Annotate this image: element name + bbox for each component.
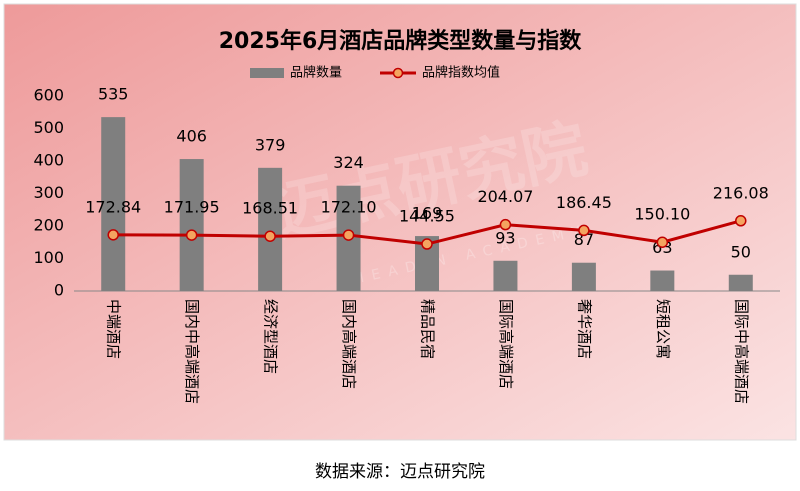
x-tick-label: 奢华酒店 (575, 299, 593, 359)
legend-label: 品牌数量 (290, 65, 342, 81)
x-tick-label: 短租公寓 (654, 299, 672, 359)
bar (258, 167, 283, 291)
y-tick-label: 200 (33, 216, 64, 235)
line-marker (342, 229, 355, 241)
y-tick-label: 300 (33, 183, 64, 202)
bar-value-label: 93 (495, 228, 515, 247)
y-tick-label: 600 (33, 86, 64, 105)
bar (650, 270, 675, 291)
x-tick-label: 经济型酒店 (262, 299, 280, 374)
bar (493, 260, 518, 291)
x-tick-label: 国内中高端酒店 (183, 299, 201, 404)
y-tick-label: 100 (33, 248, 64, 267)
line-marker (185, 229, 198, 241)
line-value-label: 150.10 (634, 205, 690, 224)
legend-label: 品牌指数均值 (422, 65, 500, 81)
line-value-label: 144.55 (399, 207, 455, 226)
line-marker (656, 236, 669, 248)
chart-title: 2025年6月酒店品牌类型数量与指数 (219, 28, 583, 54)
bar-value-label: 50 (731, 242, 751, 261)
bar (101, 117, 126, 291)
line-value-label: 216.08 (713, 183, 769, 202)
y-tick-label: 500 (33, 118, 64, 137)
bar-value-label: 324 (333, 153, 364, 172)
y-tick-label: 0 (54, 281, 64, 300)
x-tick-label: 国际中高端酒店 (732, 299, 750, 404)
legend-swatch (392, 67, 404, 79)
line-marker (499, 218, 512, 231)
line-marker (264, 230, 276, 242)
x-tick-label: 国际高端酒店 (497, 299, 515, 389)
bar (179, 159, 204, 291)
line-value-label: 204.07 (477, 187, 533, 206)
bar-value-label: 379 (255, 135, 286, 154)
source: 数据来源：迈点研究院 (315, 462, 485, 482)
bar (728, 274, 753, 291)
line-value-label: 172.84 (85, 197, 141, 216)
bar-value-label: 406 (176, 127, 207, 146)
line-value-label: 186.45 (556, 193, 612, 212)
line-marker (421, 238, 433, 250)
x-tick-label: 国内高端酒店 (340, 299, 358, 389)
line-marker (578, 224, 590, 237)
bar-value-label: 169 (412, 204, 443, 223)
bar (571, 262, 596, 291)
line-marker (107, 229, 119, 241)
line-value-label: 172.10 (321, 198, 377, 217)
x-tick-label: 精品民宿 (419, 299, 437, 359)
y-tick-label: 400 (33, 151, 64, 170)
bar-value-label: 535 (98, 85, 129, 104)
legend-swatch (250, 68, 284, 78)
x-tick-label: 中端酒店 (105, 299, 123, 359)
line-marker (735, 215, 747, 227)
line-value-label: 171.95 (164, 198, 220, 217)
bar-value-label: 87 (574, 230, 594, 249)
line-value-label: 168.51 (242, 199, 298, 218)
